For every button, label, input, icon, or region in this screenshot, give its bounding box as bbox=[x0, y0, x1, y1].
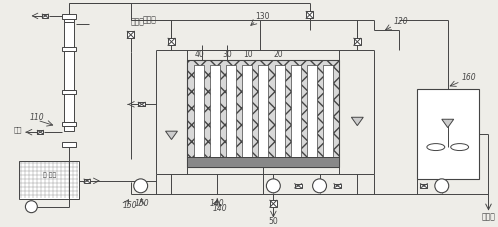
Bar bbox=[226, 65, 236, 157]
Ellipse shape bbox=[451, 144, 469, 151]
Bar bbox=[270, 200, 277, 207]
Text: 공기: 공기 bbox=[14, 127, 22, 133]
Bar bbox=[334, 184, 341, 188]
Polygon shape bbox=[442, 119, 454, 128]
Bar bbox=[291, 65, 301, 157]
Bar bbox=[64, 22, 74, 47]
Text: 정수지: 정수지 bbox=[482, 212, 496, 221]
Bar bbox=[194, 65, 204, 157]
Text: 110: 110 bbox=[29, 113, 44, 122]
Bar bbox=[138, 102, 145, 106]
Ellipse shape bbox=[427, 144, 445, 151]
Bar bbox=[37, 130, 43, 134]
Bar bbox=[354, 38, 361, 45]
Bar bbox=[64, 51, 74, 90]
Circle shape bbox=[134, 179, 147, 193]
Circle shape bbox=[266, 179, 280, 193]
Bar bbox=[417, 89, 479, 179]
Text: 역세수: 역세수 bbox=[142, 15, 156, 24]
Text: 20: 20 bbox=[274, 50, 283, 59]
Bar bbox=[62, 142, 76, 147]
Text: 30: 30 bbox=[222, 50, 232, 59]
Text: 역세수: 역세수 bbox=[131, 17, 144, 26]
Bar bbox=[64, 19, 74, 22]
Bar bbox=[306, 11, 313, 18]
Bar bbox=[62, 47, 76, 51]
Text: 140: 140 bbox=[210, 199, 225, 208]
Bar bbox=[42, 14, 48, 18]
Bar bbox=[307, 65, 317, 157]
Bar bbox=[420, 184, 427, 188]
Bar bbox=[323, 65, 333, 157]
Bar bbox=[64, 126, 74, 131]
Text: 10: 10 bbox=[244, 50, 253, 59]
Text: 150: 150 bbox=[123, 201, 137, 210]
Bar bbox=[62, 90, 76, 94]
Bar bbox=[64, 94, 74, 122]
Circle shape bbox=[435, 179, 449, 193]
Bar bbox=[187, 157, 340, 167]
Bar bbox=[258, 65, 268, 157]
Bar bbox=[127, 31, 134, 38]
Circle shape bbox=[313, 179, 327, 193]
Bar bbox=[84, 179, 90, 183]
Bar bbox=[295, 184, 302, 188]
Text: 140: 140 bbox=[212, 204, 227, 213]
Bar bbox=[62, 14, 76, 19]
Text: 막 여과: 막 여과 bbox=[43, 172, 56, 178]
Text: 130: 130 bbox=[255, 12, 269, 21]
Bar bbox=[242, 65, 252, 157]
Bar bbox=[62, 122, 76, 126]
Text: 150: 150 bbox=[134, 199, 149, 208]
Text: 40: 40 bbox=[194, 50, 204, 59]
Text: 120: 120 bbox=[394, 17, 409, 26]
Bar bbox=[168, 38, 175, 45]
Bar bbox=[19, 161, 79, 199]
Bar bbox=[187, 60, 340, 167]
Bar bbox=[274, 65, 284, 157]
Bar bbox=[210, 65, 220, 157]
Text: 50: 50 bbox=[268, 217, 278, 226]
Polygon shape bbox=[352, 117, 363, 126]
Text: 160: 160 bbox=[462, 73, 476, 82]
Circle shape bbox=[25, 201, 37, 213]
Polygon shape bbox=[165, 131, 177, 140]
